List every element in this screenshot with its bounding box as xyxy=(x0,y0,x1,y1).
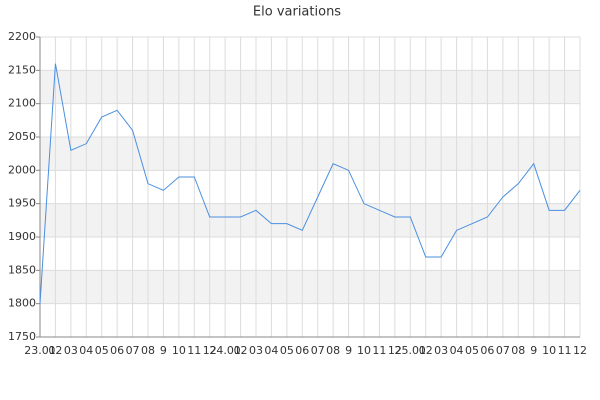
x-tick-label: 9 xyxy=(345,344,352,357)
y-tick-label: 1900 xyxy=(8,230,36,243)
x-tick-label: 05 xyxy=(280,344,294,357)
x-tick-label: 06 xyxy=(110,344,124,357)
x-tick-label: 02 xyxy=(234,344,248,357)
grid-band xyxy=(40,203,580,237)
x-tick-label: 03 xyxy=(434,344,448,357)
grid-band xyxy=(40,270,580,304)
x-tick-label: 03 xyxy=(249,344,263,357)
x-tick-label: 12 xyxy=(573,344,587,357)
x-tick-label: 10 xyxy=(357,344,371,357)
y-tick-label: 2100 xyxy=(8,97,36,110)
x-tick-label: 06 xyxy=(480,344,494,357)
y-tick-label: 1850 xyxy=(8,263,36,276)
y-tick-label: 1950 xyxy=(8,197,36,210)
x-tick-label: 03 xyxy=(64,344,78,357)
x-tick-label: 12 xyxy=(203,344,217,357)
chart-title: Elo variations xyxy=(253,5,341,20)
x-tick-label: 05 xyxy=(95,344,109,357)
grid-band xyxy=(40,137,580,171)
x-tick-label: 07 xyxy=(126,344,140,357)
x-tick-label: 12 xyxy=(388,344,402,357)
x-tick-label: 10 xyxy=(172,344,186,357)
y-tick-label: 2050 xyxy=(8,130,36,143)
x-tick-label: 04 xyxy=(264,344,278,357)
y-tick-label: 2200 xyxy=(8,30,36,43)
x-tick-label: 07 xyxy=(311,344,325,357)
x-tick-label: 25.01 xyxy=(395,344,427,357)
y-tick-label: 2150 xyxy=(8,63,36,76)
x-tick-label: 04 xyxy=(79,344,93,357)
x-tick-label: 9 xyxy=(160,344,167,357)
x-tick-label: 9 xyxy=(530,344,537,357)
x-tick-label: 11 xyxy=(558,344,572,357)
x-tick-label: 02 xyxy=(419,344,433,357)
y-tick-label: 1750 xyxy=(8,330,36,343)
x-tick-label: 11 xyxy=(187,344,201,357)
y-tick-label: 2000 xyxy=(8,163,36,176)
x-tick-label: 08 xyxy=(326,344,340,357)
y-tick-label: 1800 xyxy=(8,297,36,310)
x-tick-label: 05 xyxy=(465,344,479,357)
line xyxy=(39,63,581,304)
x-tick-label: 02 xyxy=(48,344,62,357)
x-tick-label: 07 xyxy=(496,344,510,357)
x-tick-label: 08 xyxy=(141,344,155,357)
grid-band xyxy=(40,70,580,104)
x-tick-label: 08 xyxy=(511,344,525,357)
x-tick-label: 06 xyxy=(295,344,309,357)
x-tick-label: 11 xyxy=(372,344,386,357)
x-tick-label: 23.01 xyxy=(24,344,56,357)
x-tick-label: 10 xyxy=(542,344,556,357)
x-tick-label: 24.01 xyxy=(209,344,241,357)
x-tick-label: 04 xyxy=(450,344,464,357)
